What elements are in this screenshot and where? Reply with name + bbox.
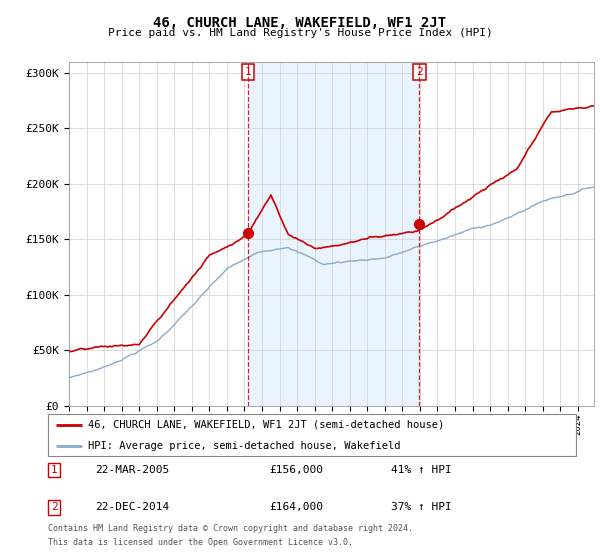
Text: 2: 2 [416,67,423,77]
Text: 22-MAR-2005: 22-MAR-2005 [95,465,170,475]
Text: 46, CHURCH LANE, WAKEFIELD, WF1 2JT (semi-detached house): 46, CHURCH LANE, WAKEFIELD, WF1 2JT (sem… [88,420,444,430]
Text: £164,000: £164,000 [270,502,324,512]
Text: 2: 2 [50,502,58,512]
Text: 1: 1 [245,67,252,77]
Text: 22-DEC-2014: 22-DEC-2014 [95,502,170,512]
Text: 37% ↑ HPI: 37% ↑ HPI [391,502,452,512]
Text: £156,000: £156,000 [270,465,324,475]
Bar [248,62,419,406]
Text: HPI: Average price, semi-detached house, Wakefield: HPI: Average price, semi-detached house,… [88,441,400,451]
Text: 41% ↑ HPI: 41% ↑ HPI [391,465,452,475]
Text: Price paid vs. HM Land Registry's House Price Index (HPI): Price paid vs. HM Land Registry's House … [107,28,493,38]
Text: 1: 1 [50,465,58,475]
Text: 46, CHURCH LANE, WAKEFIELD, WF1 2JT: 46, CHURCH LANE, WAKEFIELD, WF1 2JT [154,16,446,30]
Text: Contains HM Land Registry data © Crown copyright and database right 2024.: Contains HM Land Registry data © Crown c… [48,524,413,533]
FancyBboxPatch shape [48,414,576,456]
Text: This data is licensed under the Open Government Licence v3.0.: This data is licensed under the Open Gov… [48,538,353,547]
